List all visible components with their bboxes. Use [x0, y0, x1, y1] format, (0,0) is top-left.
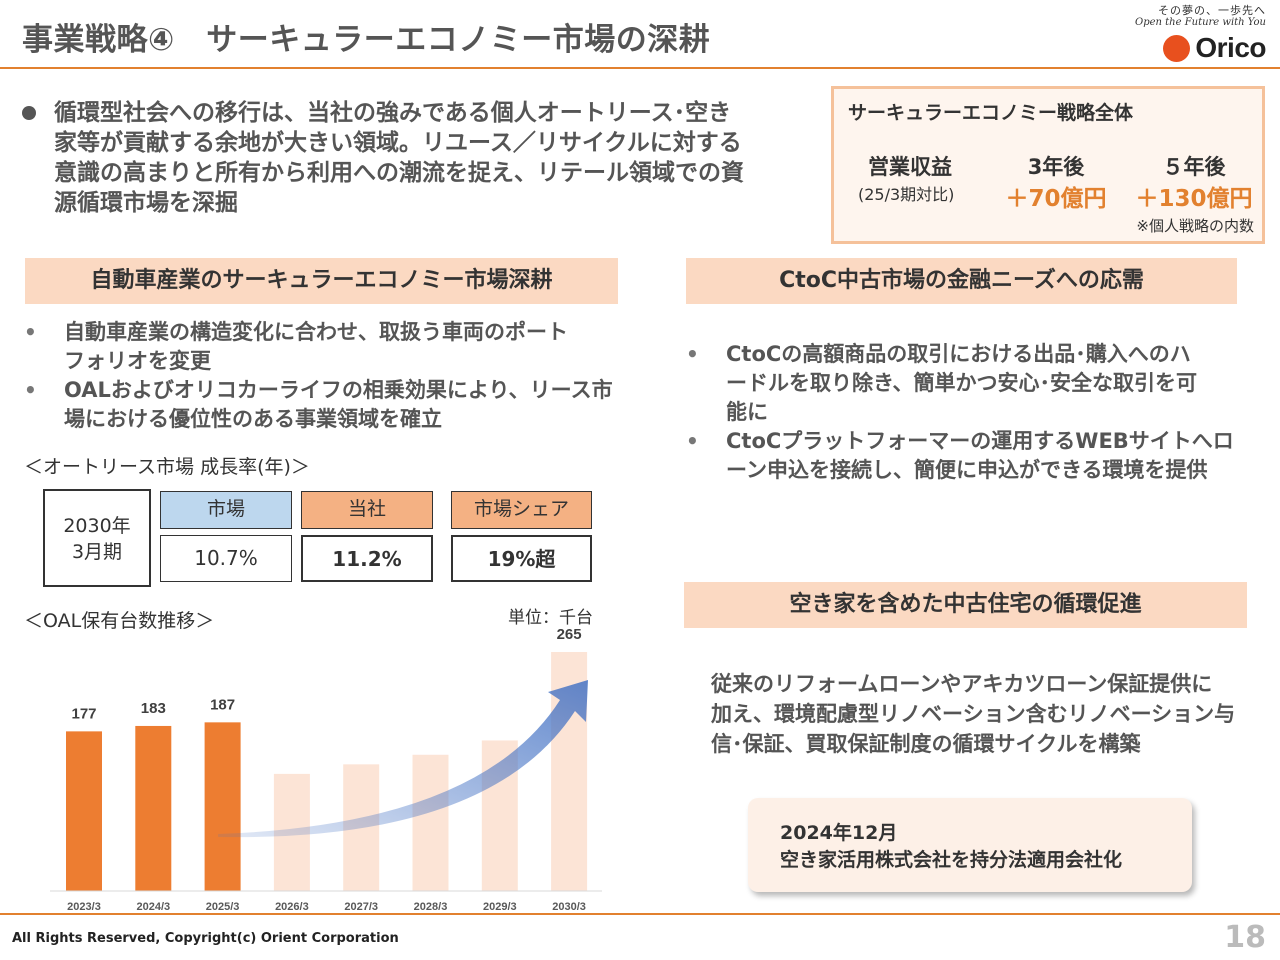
chart-unit-label: 単位：千台	[508, 608, 593, 628]
list-item-line: 場における優位性のある事業領域を確立	[64, 407, 442, 431]
logo-text: Orico	[1195, 32, 1266, 63]
oal-holdings-chart: 177 2023/3 183 2024/3 187 2025/3 2026/3 2027/3 2…	[50, 626, 602, 913]
housing-line: 信･保証、買取保証制度の循環サイクルを構築	[711, 732, 1141, 756]
bar-2025-3	[204, 722, 241, 891]
header-divider	[0, 67, 1280, 69]
footer-divider	[0, 913, 1280, 915]
company-growth-value: 11.2%	[301, 535, 433, 582]
summary-3y-header: 3年後	[1027, 155, 1085, 179]
growth-period-line: 2030年	[63, 515, 131, 537]
market-growth-value: 10.7%	[160, 535, 292, 582]
bullet-dot-icon	[22, 106, 36, 120]
list-item-line: 自動車産業の構造変化に合わせ、取扱う車両のポート	[64, 320, 568, 344]
x-tick-label: 2023/3	[67, 901, 101, 913]
logo-tagline-en: Open the Future with You	[1135, 17, 1266, 28]
list-item: CtoCの高額商品の取引における出品･購入へのハ ードルを取り除き、簡単かつ安心…	[684, 340, 1274, 427]
event-text: 空き家活用株式会社を持分法適用会社化	[780, 849, 1123, 871]
auto-bullet-list: 自動車産業の構造変化に合わせ、取扱う車両のポート フォリオを変更 OALおよびオ…	[22, 318, 632, 434]
list-item: OALおよびオリコカーライフの相乗効果により、リース市 場における優位性のある事…	[22, 376, 632, 434]
logo-tagline-jp: その夢の、一歩先へ	[1158, 4, 1266, 17]
page-number: 18	[1224, 920, 1266, 955]
x-tick-label: 2029/3	[483, 901, 517, 913]
list-item-line: CtoCの高額商品の取引における出品･購入へのハ	[726, 342, 1191, 366]
growth-rate-heading: ＜オートリース市場 成長率(年)＞	[24, 456, 310, 478]
x-tick-label: 2028/3	[414, 901, 448, 913]
summary-sublabel: (25/3期対比)	[858, 185, 955, 204]
summary-5y-value: ＋130億円	[1135, 186, 1253, 212]
summary-note: ※個人戦略の内数	[1136, 217, 1254, 235]
market-share-value: 19%超	[451, 535, 592, 582]
intro-text: 循環型社会への移行は、当社の強みである個人オートリース･空き 家等が貢献する余地…	[54, 98, 744, 218]
page-title: 事業戦略④ サーキュラーエコノミー市場の深耕	[22, 22, 711, 58]
list-item: 自動車産業の構造変化に合わせ、取扱う車両のポート フォリオを変更	[22, 318, 632, 376]
orico-logo: Orico	[1163, 32, 1266, 64]
housing-line: 従来のリフォームローンやアキカツローン保証提供に	[711, 672, 1213, 696]
intro-line: 循環型社会への移行は、当社の強みである個人オートリース･空き	[54, 100, 732, 126]
summary-5y-header: ５年後	[1162, 155, 1226, 179]
strategy-summary-box: サーキュラーエコノミー戦略全体 営業収益 (25/3期対比) 3年後 ＋70億円…	[831, 86, 1265, 244]
growth-period-cell: 2030年 3月期	[43, 489, 151, 587]
growth-arrow-icon	[218, 680, 588, 838]
market-header-cell: 市場	[160, 491, 292, 529]
list-item-line: CtoCプラットフォーマーの運用するWEBサイトへロ	[726, 429, 1234, 453]
list-item-line: ーン申込を接続し、簡便に申込ができる環境を提供	[726, 458, 1208, 482]
x-tick-label: 2025/3	[206, 901, 240, 913]
event-date: 2024年12月	[780, 822, 898, 844]
logo-circle-icon	[1163, 34, 1191, 62]
growth-period-line: 3月期	[71, 541, 123, 563]
x-tick-label: 2027/3	[344, 901, 378, 913]
bar-2024-3	[135, 725, 172, 891]
copyright-text: All Rights Reserved, Copyright(c) Orient…	[12, 931, 399, 946]
ctoc-bullet-list: CtoCの高額商品の取引における出品･購入へのハ ードルを取り除き、簡単かつ安心…	[684, 340, 1274, 485]
housing-section-heading: 空き家を含めた中古住宅の循環促進	[684, 582, 1247, 628]
intro-line: 家等が貢献する余地が大きい領域。リユース／リサイクルに対する	[54, 130, 742, 156]
data-label: 187	[210, 696, 235, 713]
housing-description: 従来のリフォームローンやアキカツローン保証提供に 加え、環境配慮型リノベーション…	[711, 669, 1271, 759]
x-tick-label: 2026/3	[275, 901, 309, 913]
ctoc-section-heading: CtoC中古市場の金融ニーズへの応需	[686, 258, 1237, 304]
event-callout: 2024年12月 空き家活用株式会社を持分法適用会社化	[748, 798, 1192, 892]
bar-2028-3	[412, 754, 449, 891]
list-item-line: 能に	[726, 400, 768, 424]
bar-2023-3	[66, 731, 102, 891]
housing-line: 加え、環境配慮型リノベーション含むリノベーション与	[711, 702, 1236, 726]
intro-line: 意識の高まりと所有から利用への潮流を捉え、リテール領域での資	[54, 160, 744, 186]
data-label: 265	[557, 626, 582, 643]
intro-bullet: 循環型社会への移行は、当社の強みである個人オートリース･空き 家等が貢献する余地…	[22, 98, 822, 218]
auto-section-heading: 自動車産業のサーキュラーエコノミー市場深耕	[25, 258, 618, 304]
summary-label: 営業収益	[868, 155, 952, 179]
list-item-line: ードルを取り除き、簡単かつ安心･安全な取引を可	[726, 371, 1198, 395]
data-label: 177	[71, 705, 96, 722]
summary-title: サーキュラーエコノミー戦略全体	[848, 102, 1134, 124]
intro-line: 源循環市場を深掘	[54, 190, 238, 216]
data-label: 183	[141, 700, 166, 717]
x-tick-label: 2024/3	[136, 901, 170, 913]
x-tick-label: 2030/3	[552, 901, 586, 913]
oal-chart-heading: ＜OAL保有台数推移＞	[24, 610, 215, 632]
share-header-cell: 市場シェア	[451, 491, 592, 529]
summary-3y-value: ＋70億円	[1005, 186, 1107, 212]
company-header-cell: 当社	[301, 491, 433, 529]
list-item-line: フォリオを変更	[64, 349, 211, 373]
list-item: CtoCプラットフォーマーの運用するWEBサイトへロ ーン申込を接続し、簡便に申…	[684, 427, 1274, 485]
list-item-line: OALおよびオリコカーライフの相乗効果により、リース市	[64, 378, 613, 402]
